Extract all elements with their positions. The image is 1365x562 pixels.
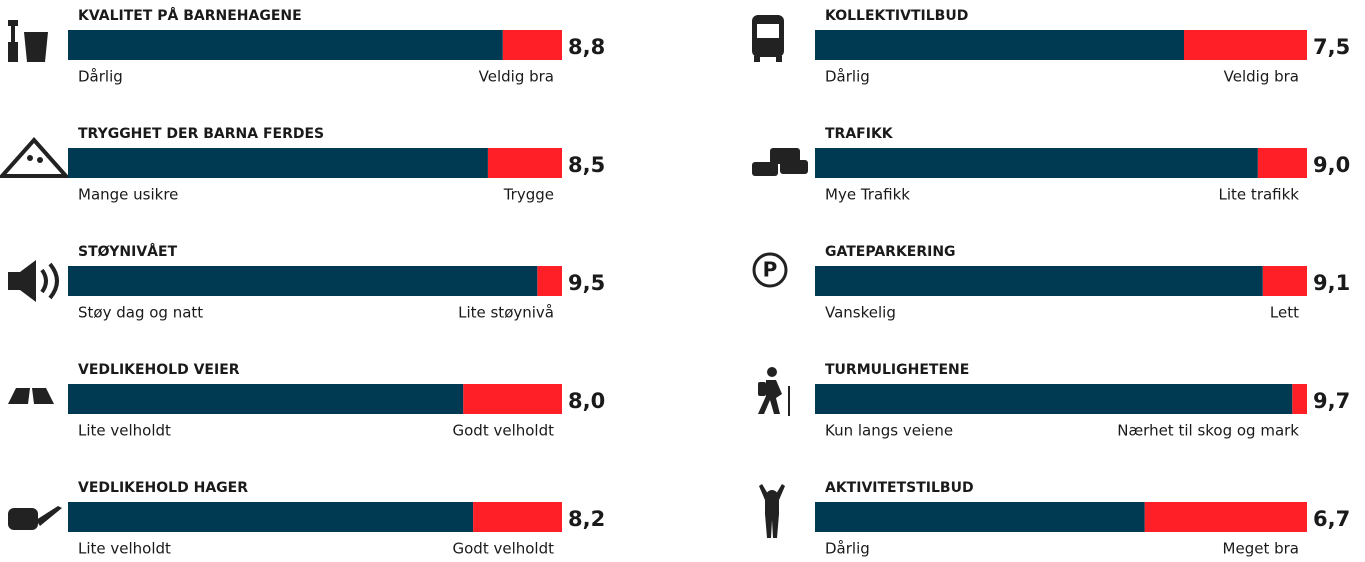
bar-remainder (473, 502, 562, 532)
bar (815, 148, 1258, 178)
high-label: Veldig bra (479, 68, 554, 86)
icon-bucket (8, 20, 48, 62)
low-label: Lite velholdt (78, 422, 171, 440)
bar (815, 384, 1293, 414)
score-label: 8,5 (568, 153, 605, 177)
item-title: VEDLIKEHOLD HAGER (78, 480, 248, 496)
score-label: 9,0 (1313, 153, 1350, 177)
score-label: 9,5 (568, 271, 605, 295)
icon-parking: P (752, 252, 788, 288)
score-label: 9,1 (1313, 271, 1350, 295)
bar (815, 502, 1145, 532)
item-title: TRYGGHET DER BARNA FERDES (78, 126, 324, 142)
icon-watering-can (8, 506, 62, 530)
high-label: Lite trafikk (1219, 186, 1300, 204)
low-label: Vanskelig (825, 304, 896, 322)
high-label: Meget bra (1223, 540, 1299, 558)
score-label: 8,0 (568, 389, 605, 413)
low-label: Dårlig (825, 68, 870, 86)
bar (68, 384, 464, 414)
high-label: Lett (1270, 304, 1299, 322)
score-label: 8,2 (568, 507, 605, 531)
low-label: Dårlig (78, 68, 123, 86)
svg-text:P: P (763, 258, 778, 282)
bar-remainder (1262, 266, 1307, 296)
low-label: Lite velholdt (78, 540, 171, 558)
score-label: 9,7 (1313, 389, 1350, 413)
high-label: Godt velholdt (453, 540, 555, 558)
bar-remainder (502, 30, 562, 60)
score-label: 6,7 (1313, 507, 1350, 531)
item-title: VEDLIKEHOLD VEIER (78, 362, 240, 378)
high-label: Trygge (503, 186, 554, 204)
item-title: TRAFIKK (825, 126, 894, 142)
item-title: KOLLEKTIVTILBUD (825, 8, 968, 24)
bar-remainder (487, 148, 562, 178)
bar-remainder (537, 266, 562, 296)
icon-hiker (758, 367, 790, 416)
bar (68, 266, 538, 296)
bar (68, 148, 488, 178)
low-label: Mye Trafikk (825, 186, 910, 204)
icon-speaker (8, 260, 59, 302)
high-label: Godt velholdt (453, 422, 555, 440)
score-label: 7,5 (1313, 35, 1350, 59)
bar (815, 30, 1184, 60)
bar-remainder (1184, 30, 1307, 60)
item-title: AKTIVITETSTILBUD (825, 480, 974, 496)
bar (68, 502, 474, 532)
low-label: Kun langs veiene (825, 422, 953, 440)
item-title: STØYNIVÅET (78, 243, 178, 260)
score-label: 8,8 (568, 35, 605, 59)
low-label: Dårlig (825, 540, 870, 558)
low-label: Støy dag og natt (78, 304, 203, 322)
high-label: Veldig bra (1224, 68, 1299, 86)
bar-remainder (463, 384, 562, 414)
bar (815, 266, 1263, 296)
item-title: GATEPARKERING (825, 244, 956, 260)
high-label: Lite støynivå (458, 304, 554, 322)
item-title: KVALITET PÅ BARNEHAGENE (78, 7, 302, 24)
bar-remainder (1257, 148, 1307, 178)
bar-remainder (1144, 502, 1307, 532)
icon-cars (752, 148, 808, 176)
high-label: Nærhet til skog og mark (1117, 422, 1299, 440)
bar-remainder (1292, 384, 1307, 414)
bar (68, 30, 503, 60)
icon-bus (752, 15, 784, 62)
icon-children-sign (0, 136, 71, 178)
item-title: TURMULIGHETENE (825, 362, 969, 378)
low-label: Mange usikre (78, 186, 178, 204)
icon-road (8, 388, 54, 404)
icon-person (759, 484, 785, 538)
